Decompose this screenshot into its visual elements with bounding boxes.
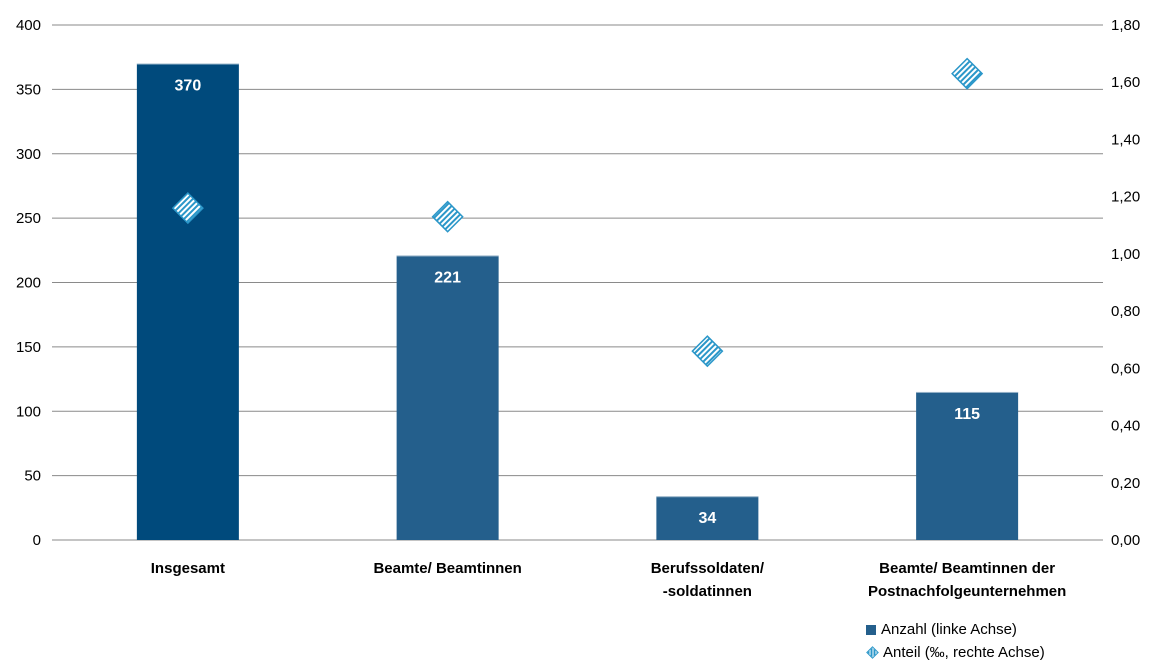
bar-data-label: 115 bbox=[954, 406, 980, 423]
right-tick-label: 0,00 bbox=[1111, 532, 1140, 549]
right-tick-label: 0,20 bbox=[1111, 475, 1140, 492]
category-label: -soldatinnen bbox=[663, 583, 752, 600]
x-axis-categories: Insgesamt Beamte/ Beamtinnen Berufssoldate… bbox=[151, 560, 1067, 600]
legend-item-bars: Anzahl (linke Achse) bbox=[866, 618, 1045, 641]
category-label: Beamte/ Beamtinnen bbox=[373, 560, 521, 577]
category-label: Berufssoldaten/ bbox=[651, 560, 765, 577]
right-tick-label: 0,80 bbox=[1111, 303, 1140, 320]
right-tick-label: 0,40 bbox=[1111, 418, 1140, 435]
bar-series: 370 221 34 115 bbox=[136, 62, 1019, 540]
left-tick-label: 200 bbox=[16, 275, 41, 292]
bar bbox=[656, 496, 759, 540]
legend: Anzahl (linke Achse) Anteil (‰, rechte A… bbox=[866, 618, 1045, 664]
legend-item-diamonds: Anteil (‰, rechte Achse) bbox=[866, 641, 1045, 664]
legend-label-bars: Anzahl (linke Achse) bbox=[881, 621, 1017, 638]
left-tick-label: 400 bbox=[16, 17, 41, 34]
left-tick-label: 150 bbox=[16, 339, 41, 356]
right-tick-label: 1,60 bbox=[1111, 74, 1140, 91]
diamond-marker bbox=[171, 192, 204, 225]
bar bbox=[396, 255, 499, 540]
diamond-marker bbox=[951, 57, 984, 90]
right-y-axis: 0,00 0,20 0,40 0,60 0,80 1,00 1,20 1,40 1,60 1,80 bbox=[1111, 17, 1140, 549]
category-label: Postnachfolgeunternehmen bbox=[868, 583, 1066, 600]
left-tick-label: 350 bbox=[16, 81, 41, 98]
right-tick-label: 1,20 bbox=[1111, 189, 1140, 206]
category-label: Beamte/ Beamtinnen der bbox=[879, 560, 1055, 577]
diamond-series bbox=[171, 57, 984, 368]
left-tick-label: 250 bbox=[16, 210, 41, 227]
right-tick-label: 0,60 bbox=[1111, 360, 1140, 377]
category-label: Insgesamt bbox=[151, 560, 225, 577]
legend-bar-swatch bbox=[866, 624, 876, 635]
legend-label-diamonds: Anteil (‰, rechte Achse) bbox=[883, 644, 1045, 661]
diamond-marker bbox=[691, 335, 724, 368]
left-tick-label: 300 bbox=[16, 146, 41, 163]
right-tick-label: 1,40 bbox=[1111, 131, 1140, 148]
bar bbox=[916, 391, 1019, 540]
legend-diamond-swatch bbox=[866, 646, 879, 659]
right-tick-label: 1,80 bbox=[1111, 17, 1140, 34]
bar-data-label: 370 bbox=[175, 78, 202, 95]
bar-data-label: 221 bbox=[434, 269, 461, 286]
right-tick-label: 1,00 bbox=[1111, 246, 1140, 263]
left-tick-label: 0 bbox=[33, 532, 41, 549]
left-y-axis: 0 50 100 150 200 250 300 350 400 bbox=[16, 17, 41, 549]
left-tick-label: 100 bbox=[16, 403, 41, 420]
bar bbox=[136, 63, 239, 540]
diamond-marker bbox=[431, 200, 464, 233]
bar-data-label: 34 bbox=[698, 510, 716, 527]
left-tick-label: 50 bbox=[24, 468, 41, 485]
